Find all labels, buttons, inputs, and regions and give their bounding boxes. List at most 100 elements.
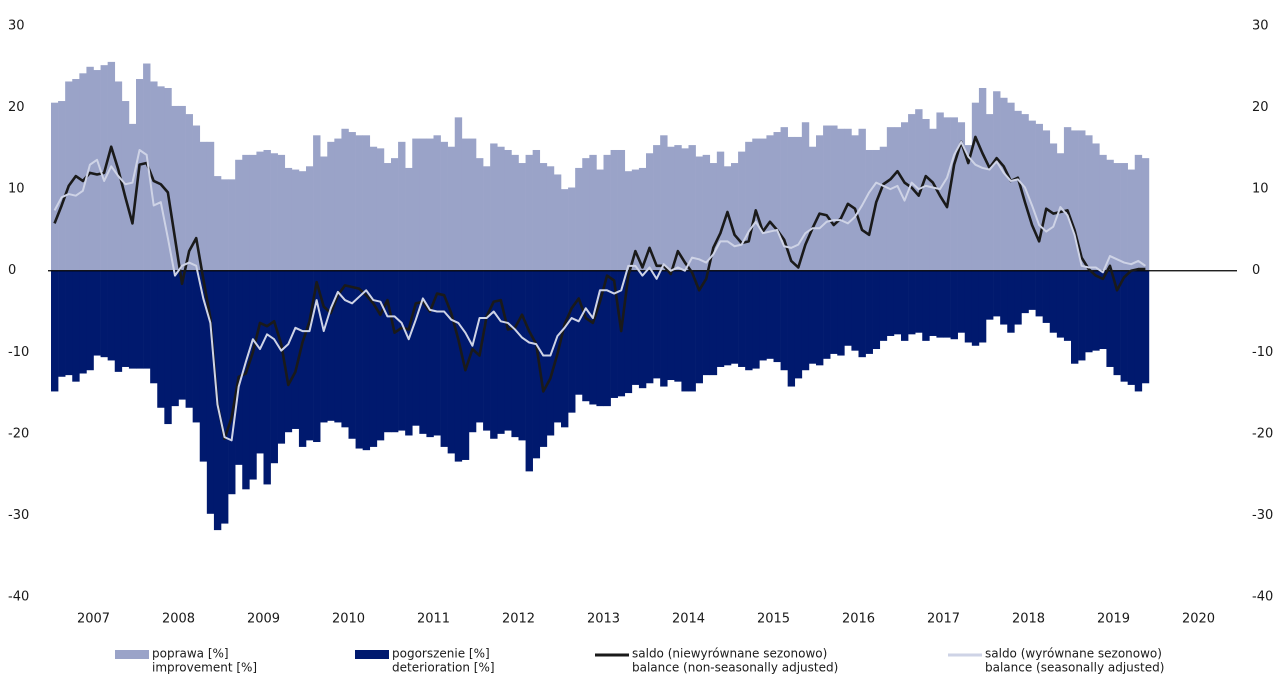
bar [816, 270, 824, 366]
bar [192, 125, 201, 271]
bar [277, 154, 286, 271]
bar [136, 79, 144, 271]
bar [823, 270, 831, 359]
bar [830, 125, 838, 271]
legend-label: saldo (niewyrównane sezonowo) [632, 647, 827, 661]
bar [872, 270, 881, 350]
legend-label: saldo (wyrównane sezonowo) [985, 647, 1162, 661]
bar [1071, 270, 1079, 364]
bar [553, 270, 562, 423]
legend-label: improvement [%] [152, 661, 257, 675]
bar [490, 270, 498, 439]
bar [532, 270, 541, 459]
bar [695, 156, 703, 271]
bar [511, 154, 519, 271]
bar [412, 138, 420, 271]
bar [199, 141, 208, 271]
bar [1049, 270, 1058, 333]
legend-label: pogorszenie [%] [392, 647, 490, 661]
y2-tick-label: -10 [1252, 345, 1273, 360]
y2-tick-label: 10 [1252, 182, 1269, 197]
bar [759, 270, 767, 361]
bar [745, 141, 753, 271]
bar [568, 187, 576, 271]
y-tick-label: -40 [8, 590, 29, 605]
bar [787, 270, 796, 387]
bar [1063, 127, 1072, 271]
bar [121, 270, 130, 367]
bar [412, 270, 420, 426]
bar [327, 141, 335, 271]
bar [192, 270, 201, 423]
bar [794, 270, 803, 379]
bar [986, 270, 994, 320]
bar [561, 270, 569, 428]
x-tick-label: 2009 [247, 612, 280, 627]
bar [228, 270, 236, 495]
bar [794, 136, 803, 271]
bar [624, 270, 633, 394]
legend-label: poprawa [%] [152, 647, 229, 661]
bar [490, 143, 498, 271]
y-tick-label: -20 [8, 426, 29, 441]
bar [355, 135, 363, 271]
bar [865, 149, 873, 271]
legend-swatch [115, 650, 149, 659]
x-tick-label: 2007 [77, 612, 110, 627]
bar [589, 154, 597, 271]
bar [610, 270, 618, 398]
bar [787, 136, 796, 271]
bar [688, 145, 696, 271]
bar [143, 270, 151, 369]
bar [823, 125, 831, 271]
bar [879, 146, 888, 271]
bar [525, 154, 533, 271]
y-tick-label: -10 [8, 345, 29, 360]
bar [376, 148, 385, 271]
bar [986, 114, 994, 271]
legend-label: balance (non-seasonally adjusted) [632, 661, 838, 675]
bar [58, 101, 66, 271]
bar [553, 174, 562, 271]
bar [348, 270, 356, 439]
bar [681, 148, 689, 271]
bar [476, 158, 484, 271]
bar [369, 146, 378, 271]
bar [844, 128, 852, 271]
bar [808, 270, 817, 364]
bar [1042, 270, 1051, 323]
bar [723, 166, 732, 271]
bar [1127, 270, 1136, 385]
bar [1134, 154, 1143, 271]
bar [1092, 270, 1100, 351]
bar [837, 128, 845, 271]
bar [327, 270, 335, 421]
x-tick-label: 2018 [1012, 612, 1045, 627]
y2-tick-label: -30 [1252, 508, 1273, 523]
bar [320, 270, 328, 423]
bar [398, 141, 406, 271]
lines [53, 135, 1146, 442]
bar [667, 146, 675, 271]
bar [830, 270, 838, 354]
bar [688, 270, 696, 392]
bar [1071, 130, 1079, 271]
bar [596, 270, 604, 407]
bar [150, 270, 158, 384]
bar [313, 135, 321, 271]
bar [575, 167, 583, 271]
bar [263, 149, 271, 271]
x-tick-label: 2019 [1097, 612, 1130, 627]
bar [752, 270, 760, 369]
bar [518, 163, 526, 271]
bar [157, 270, 165, 408]
bar [525, 270, 533, 472]
bar [624, 171, 633, 271]
bar [383, 163, 392, 271]
bar [1000, 97, 1008, 271]
bar [518, 270, 526, 441]
bar [865, 270, 873, 354]
bar [1049, 143, 1058, 271]
x-tick-label: 2008 [162, 612, 195, 627]
bar [511, 270, 519, 438]
